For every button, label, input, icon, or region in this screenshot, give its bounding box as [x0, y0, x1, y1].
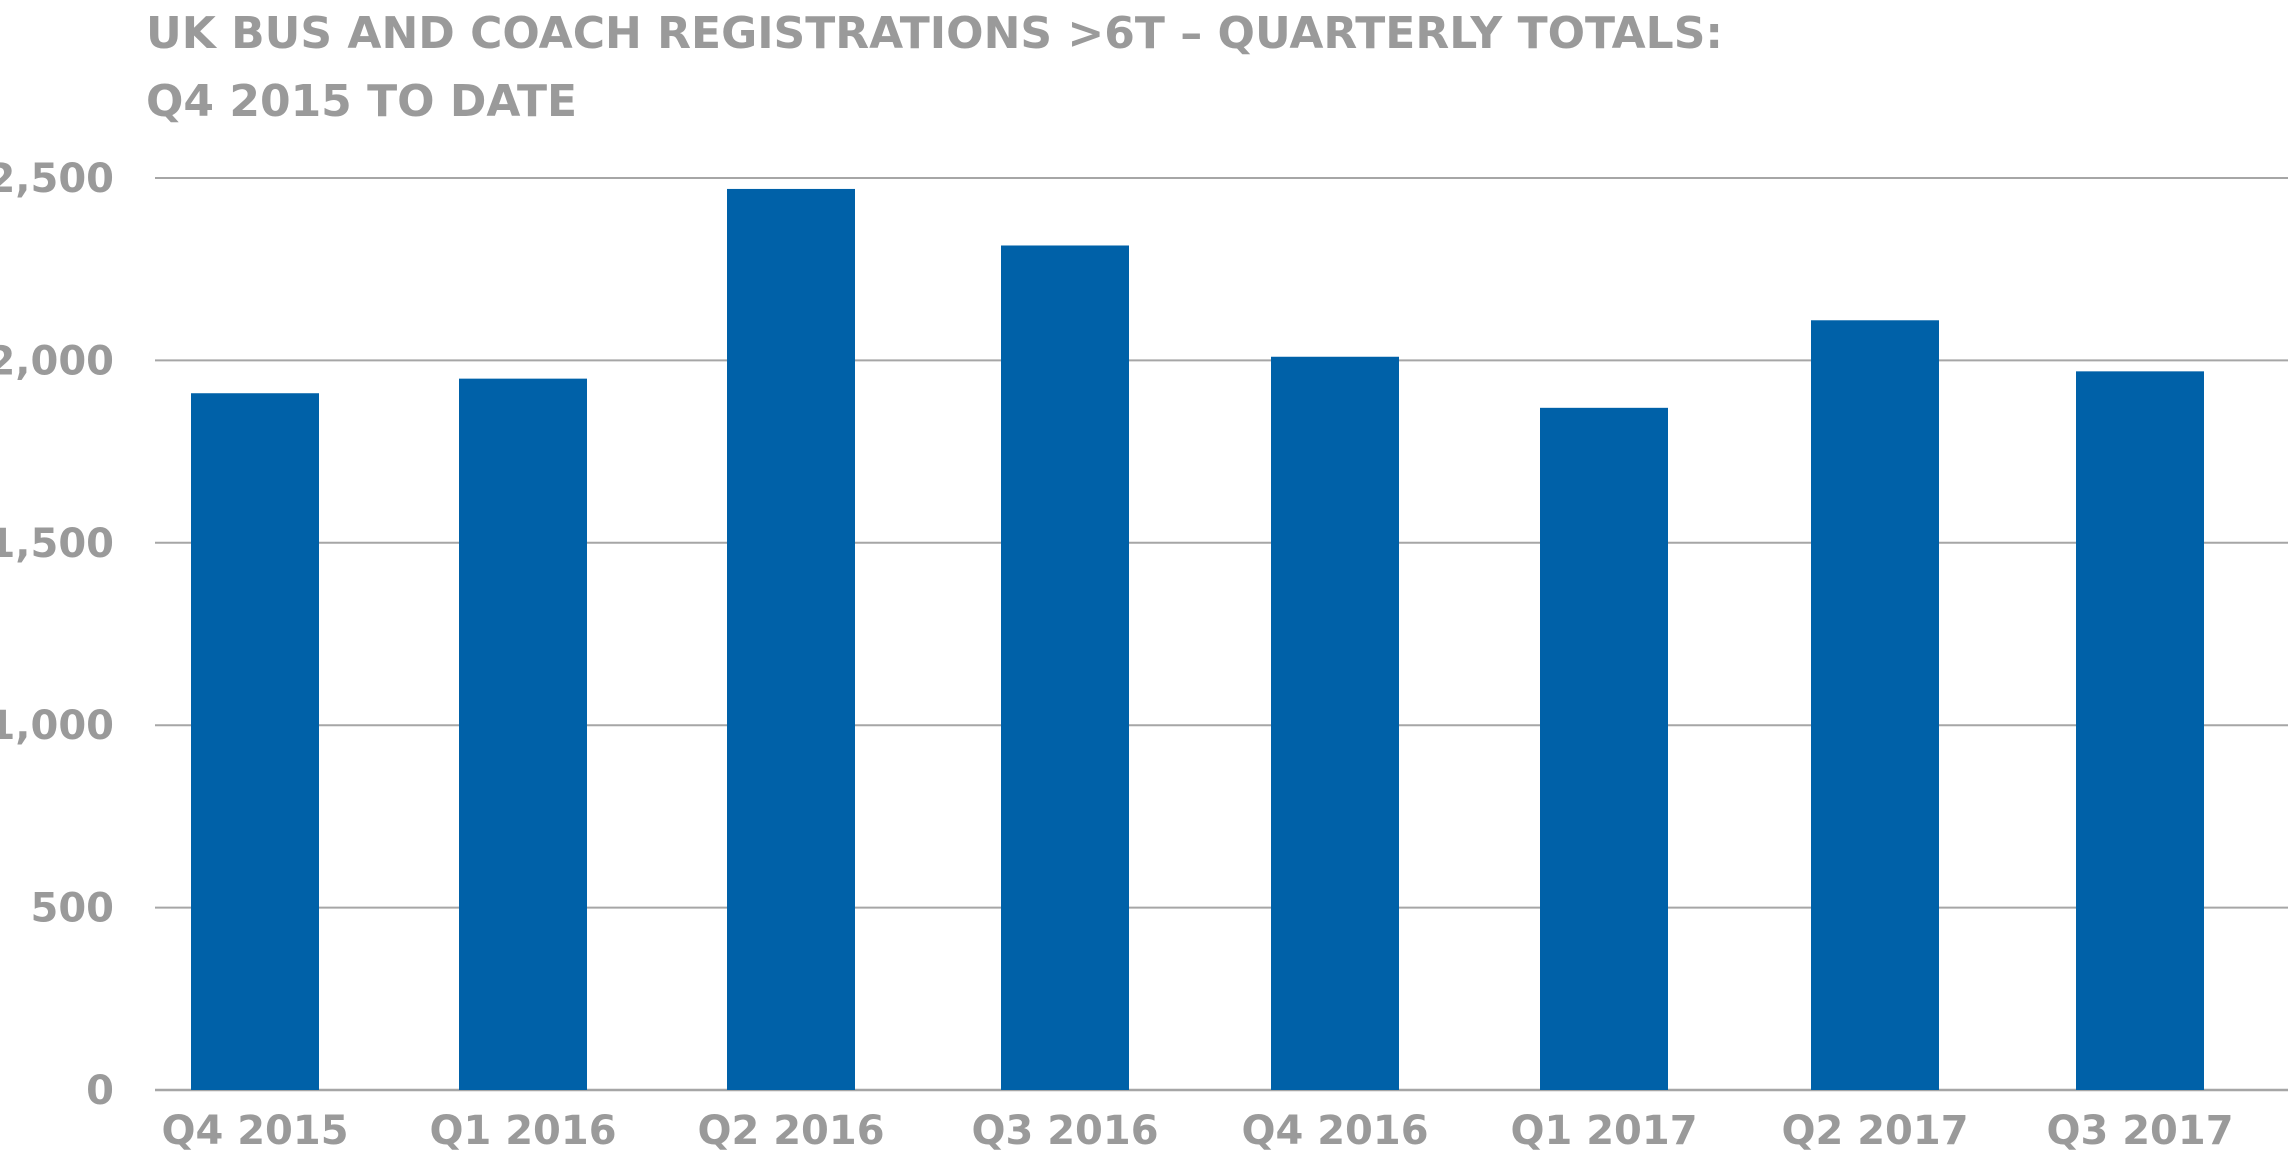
- bar: [1001, 245, 1129, 1090]
- x-tick-label: Q2 2017: [1781, 1108, 1968, 1154]
- y-tick-label: 2,500: [0, 156, 114, 202]
- x-tick-label: Q1 2017: [1510, 1108, 1697, 1154]
- bars: [191, 188, 2204, 1091]
- y-tick-label: 1,500: [0, 521, 114, 567]
- x-tick-label: Q1 2016: [429, 1108, 616, 1154]
- bar: [1811, 320, 1939, 1091]
- y-axis-tick-labels: 0 500 1,000 1,500 2,000 2,500: [0, 156, 114, 1114]
- y-tick-label: 500: [31, 886, 115, 932]
- chart-title: UK BUS AND COACH REGISTRATIONS >6T – QUA…: [146, 0, 1723, 136]
- y-tick-label: 2,000: [0, 338, 114, 384]
- bar: [459, 378, 587, 1090]
- x-tick-label: Q4 2016: [1241, 1108, 1428, 1154]
- y-tick-label: 0: [86, 1068, 114, 1114]
- x-axis-tick-labels: Q4 2015 Q1 2016 Q2 2016 Q3 2016 Q4 2016 Q1 20…: [161, 1108, 2233, 1154]
- bar: [2076, 371, 2204, 1090]
- bar: [1540, 407, 1668, 1091]
- bar: [727, 188, 855, 1091]
- y-tick-label: 1,000: [0, 703, 114, 749]
- bar: [191, 393, 319, 1090]
- chart-title-line-1: UK BUS AND COACH REGISTRATIONS >6T – QUA…: [146, 8, 1723, 59]
- chart-title-line-2: Q4 2015 TO DATE: [146, 76, 578, 127]
- bar: [1271, 356, 1399, 1090]
- x-tick-label: Q2 2016: [697, 1108, 884, 1154]
- x-tick-label: Q4 2015: [161, 1108, 348, 1154]
- x-tick-label: Q3 2017: [2046, 1108, 2233, 1154]
- x-tick-label: Q3 2016: [971, 1108, 1158, 1154]
